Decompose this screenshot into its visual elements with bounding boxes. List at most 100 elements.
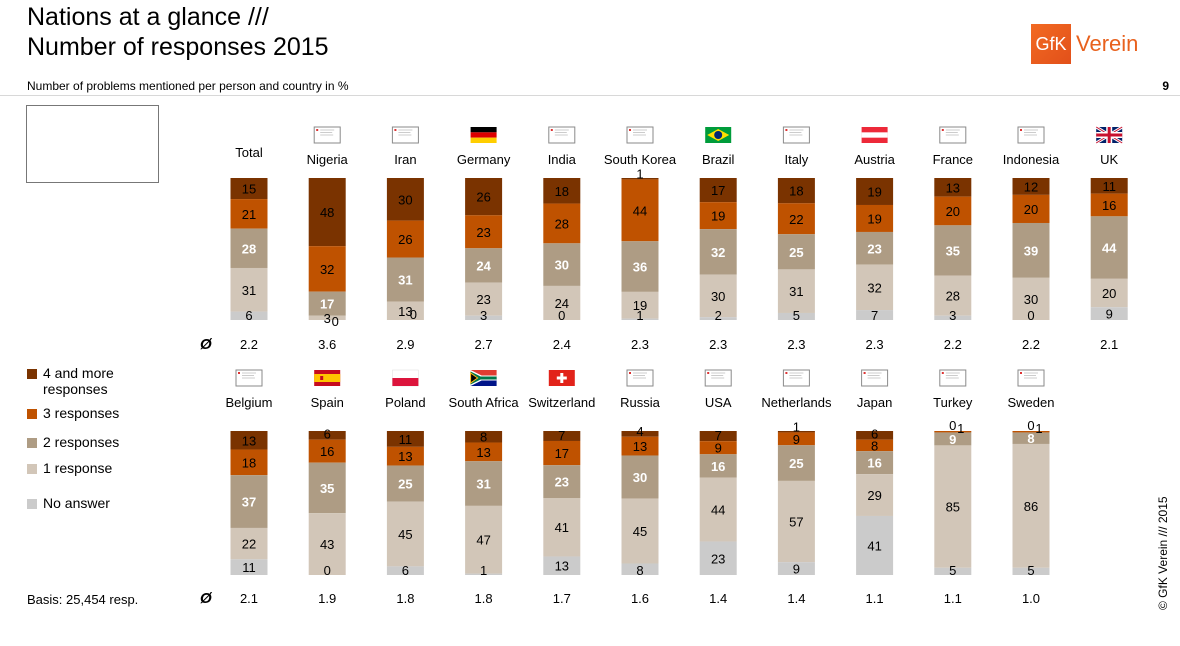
germany-flag-icon [470, 127, 497, 133]
country-label-switzerland: Switzerland [528, 395, 595, 410]
average-value-india: 2.4 [553, 337, 571, 352]
bar-segment-nigeria-0 [308, 178, 346, 247]
data-label-austria-2: 23 [867, 241, 881, 256]
bar-segment-iran-0 [386, 178, 424, 221]
bar-segment-sweden-2 [1012, 432, 1050, 444]
data-label-india-2: 30 [555, 258, 569, 273]
data-label-uk-1: 16 [1102, 198, 1116, 213]
data-label-spain-1: 16 [320, 444, 334, 459]
country-label-france: France [933, 152, 973, 167]
bar-segment-south-korea-0 [621, 178, 659, 180]
bar-segment-south-africa-2 [465, 461, 503, 506]
average-value-japan: 1.1 [866, 591, 884, 606]
poland-flag-stripe [392, 378, 419, 386]
country-label-brazil: Brazil [702, 152, 735, 167]
broken-image-glyph [316, 129, 319, 131]
bar-segment-italy-2 [777, 234, 815, 270]
bar-segment-nigeria-1 [308, 246, 346, 292]
bar-segment-austria-0 [856, 178, 894, 205]
data-label-italy-4: 5 [793, 308, 800, 323]
data-label-france-4: 3 [949, 308, 956, 323]
data-label-uk-0: 11 [1102, 179, 1116, 194]
data-label-germany-0: 26 [476, 190, 490, 205]
legend-swatch [27, 409, 37, 419]
data-label-netherlands-3: 57 [789, 515, 803, 530]
average-value-switzerland: 1.7 [553, 591, 571, 606]
spain-flag-stripe [314, 374, 341, 382]
data-label-south-korea-2: 36 [633, 260, 647, 275]
data-label-nigeria-4: 0 [332, 314, 339, 329]
bar-segment-belgium-3 [230, 527, 268, 560]
data-label-netherlands-1: 9 [793, 432, 800, 447]
average-value-usa: 1.4 [709, 591, 727, 606]
broken-image-glyph [629, 129, 631, 131]
country-label-usa: USA [705, 395, 732, 410]
title-line-1: Nations at a glance /// [27, 3, 269, 31]
header-divider [0, 95, 1180, 96]
country-label-germany: Germany [457, 152, 511, 167]
data-label-france-1: 20 [946, 204, 960, 219]
bar-segment-iran-2 [386, 257, 424, 302]
bar-segment-france-1 [934, 196, 972, 226]
bar-segment-turkey-2 [934, 432, 972, 446]
bar-segment-austria-2 [856, 231, 894, 265]
title-line-2: Number of responses 2015 [27, 33, 329, 61]
data-label-belgium-1: 18 [242, 455, 256, 470]
bar-segment-france-3 [934, 275, 972, 316]
data-label-poland-1: 13 [398, 449, 412, 464]
data-label-uk-4: 9 [1106, 307, 1113, 322]
bar-segment-india-2 [543, 243, 581, 286]
data-label-turkey-4: 5 [949, 563, 956, 578]
page-number: 9 [1162, 79, 1169, 93]
bar-segment-usa-1 [699, 441, 737, 455]
data-label-italy-1: 22 [789, 212, 803, 227]
data-label-usa-2: 16 [711, 459, 725, 474]
data-label-turkey-3: 85 [946, 500, 960, 515]
bar-segment-switzerland-1 [543, 440, 581, 466]
data-label-france-3: 28 [946, 289, 960, 304]
broken-image-glyph [1020, 372, 1022, 374]
data-label-belgium-3: 22 [242, 537, 256, 552]
average-value-indonesia: 2.2 [1022, 337, 1040, 352]
broken-image-glyph [238, 372, 240, 374]
data-label-iran-3: 13 [398, 304, 412, 319]
bar-segment-spain-0 [308, 431, 346, 440]
bar-segment-south-korea-3 [621, 291, 659, 319]
broken-image-placeholder [26, 105, 159, 183]
bar-segment-netherlands-2 [777, 445, 815, 481]
legend-item-4-plus: 4 and more responses [27, 365, 114, 397]
spain-flag-emblem [320, 376, 324, 380]
data-label-turkey-1: 1 [957, 421, 964, 436]
bar-segment-turkey-1 [934, 431, 972, 433]
germany-flag-stripe [470, 132, 497, 138]
bar-segment-india-3 [543, 285, 581, 320]
data-label-usa-1: 9 [715, 441, 722, 456]
gfk-logo-text: Verein [1076, 31, 1139, 56]
bar-segment-france-0 [934, 178, 972, 197]
south-africa-flag-icon [470, 370, 497, 378]
broken-image-glyph [785, 129, 788, 131]
data-label-total-1: 21 [242, 207, 256, 222]
data-label-total-2: 28 [242, 241, 256, 256]
bar-segment-belgium-1 [230, 449, 268, 476]
data-label-nigeria-2: 17 [320, 297, 334, 312]
bar-segment-italy-4 [777, 312, 815, 320]
data-label-italy-0: 18 [789, 184, 803, 199]
country-label-japan: Japan [857, 395, 892, 410]
austria-flag-stripe [861, 132, 888, 138]
broken-image-glyph [629, 372, 631, 374]
bar-segment-spain-1 [308, 439, 346, 463]
bar-segment-netherlands-0 [777, 431, 815, 433]
legend-label-line1: 4 and more [43, 365, 114, 381]
data-label-germany-2: 24 [476, 258, 491, 273]
bar-segment-germany-2 [465, 248, 503, 283]
broken-image-glyph [394, 129, 397, 131]
data-label-austria-3: 32 [867, 280, 881, 295]
data-label-nigeria-3: 3 [324, 311, 331, 326]
data-label-south-africa-0: 8 [480, 430, 487, 445]
broken-image-glyph [1020, 129, 1022, 131]
legend-swatch [27, 464, 37, 474]
data-label-india-4: 0 [558, 308, 565, 323]
bar-segment-usa-0 [699, 431, 737, 442]
